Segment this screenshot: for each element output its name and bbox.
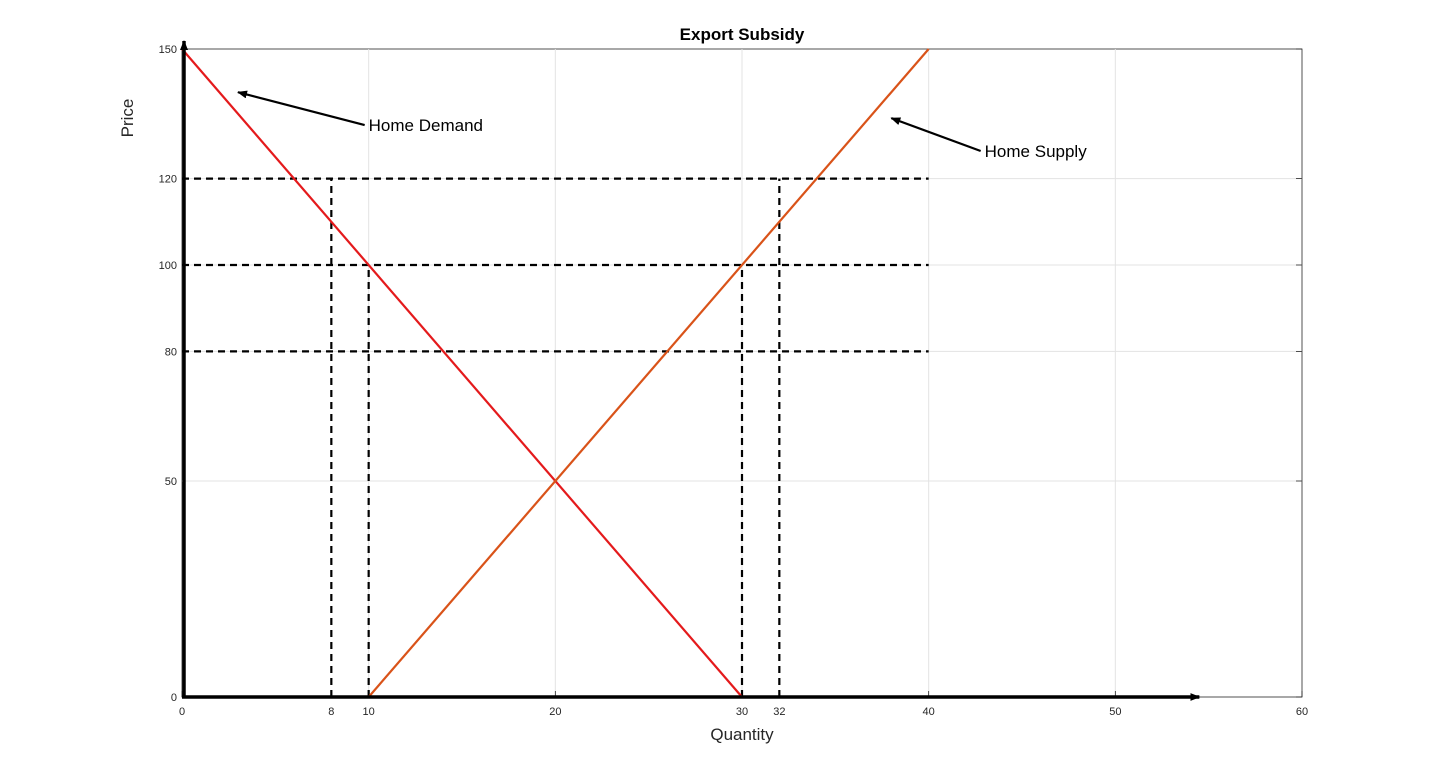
- x-tick-label: 40: [923, 706, 935, 718]
- x-tick-label: 32: [773, 706, 785, 718]
- x-tick-label: 10: [363, 706, 375, 718]
- annotation-arrow: [237, 90, 365, 127]
- annotation-arrow: [890, 117, 982, 153]
- x-tick-label: 8: [328, 706, 334, 718]
- series: [181, 48, 930, 698]
- reference-lines: [182, 177, 929, 697]
- chart-title: Export Subsidy: [680, 25, 805, 44]
- annotation-label: Home Demand: [369, 116, 483, 135]
- x-tick-label: 20: [549, 706, 561, 718]
- annotation-label: Home Supply: [985, 142, 1088, 161]
- y-axis-label: Price: [118, 99, 137, 138]
- y-tick-label: 150: [159, 44, 177, 56]
- y-tick-label: 100: [159, 260, 177, 272]
- axes: [180, 40, 1201, 701]
- annotations: Home Demand Home Supply: [237, 90, 1088, 161]
- x-tick-label: 30: [736, 706, 748, 718]
- y-tick-label: 0: [171, 692, 177, 704]
- x-tick-label: 0: [179, 706, 185, 718]
- y-tick-label: 80: [165, 346, 177, 358]
- x-axis-label: Quantity: [710, 725, 774, 744]
- y-tick-label: 120: [159, 174, 177, 186]
- y-tick-label: 50: [165, 476, 177, 488]
- x-tick-label: 50: [1109, 706, 1121, 718]
- series-line-home-demand: [181, 48, 743, 698]
- series-line-home-supply: [367, 48, 930, 698]
- ticks: 0 8 10 20 30 32 40 50 60 0 50 80 100 120 150: [159, 44, 1308, 718]
- x-tick-label: 60: [1296, 706, 1308, 718]
